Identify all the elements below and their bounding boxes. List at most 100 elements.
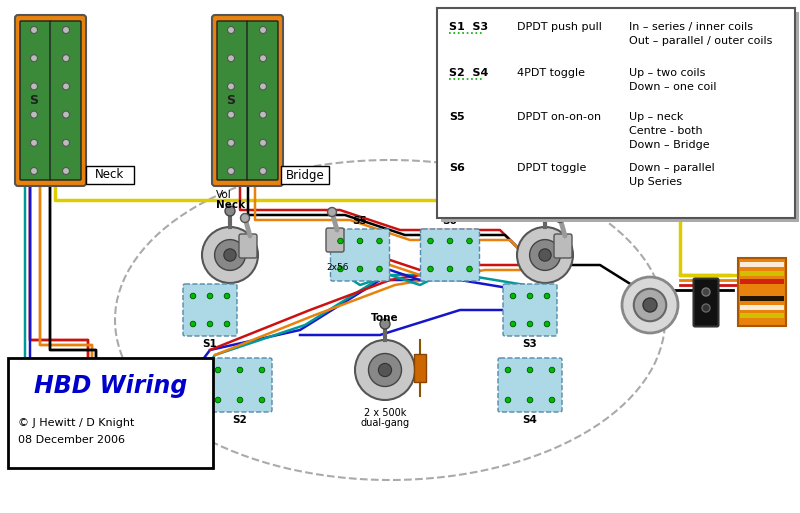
Circle shape (510, 293, 516, 299)
Bar (437, 8, 795, 218)
Circle shape (259, 168, 266, 174)
Text: S1  S3: S1 S3 (449, 22, 488, 32)
FancyBboxPatch shape (15, 15, 86, 186)
Text: S1: S1 (202, 339, 218, 349)
FancyBboxPatch shape (247, 21, 278, 180)
Bar (738, 258, 786, 326)
Text: S6: S6 (442, 216, 458, 226)
Circle shape (369, 353, 402, 386)
FancyBboxPatch shape (217, 21, 248, 180)
Circle shape (227, 111, 234, 118)
Text: DPDT push pull: DPDT push pull (517, 22, 602, 32)
Circle shape (224, 321, 230, 327)
Text: Neck: Neck (216, 200, 245, 210)
Text: S: S (30, 93, 38, 107)
FancyBboxPatch shape (183, 284, 237, 336)
FancyBboxPatch shape (498, 358, 562, 412)
Circle shape (527, 321, 533, 327)
Circle shape (355, 340, 415, 400)
Circle shape (544, 293, 550, 299)
Circle shape (30, 55, 38, 62)
Circle shape (357, 266, 363, 272)
Circle shape (227, 55, 234, 62)
Circle shape (227, 168, 234, 174)
FancyBboxPatch shape (503, 284, 557, 336)
Circle shape (30, 27, 38, 33)
Circle shape (527, 397, 533, 403)
Text: Bridge: Bridge (531, 200, 570, 210)
Circle shape (259, 55, 266, 62)
Circle shape (224, 293, 230, 299)
Bar (740, 305, 784, 309)
Text: Bridge: Bridge (286, 168, 324, 182)
Text: Up – two coils
Down – one coil: Up – two coils Down – one coil (629, 68, 717, 92)
Circle shape (634, 289, 666, 321)
Circle shape (30, 83, 38, 90)
Circle shape (510, 321, 516, 327)
Circle shape (530, 240, 561, 270)
Circle shape (30, 140, 38, 146)
Circle shape (702, 288, 710, 296)
FancyBboxPatch shape (554, 234, 572, 258)
Circle shape (190, 321, 196, 327)
Circle shape (62, 111, 70, 118)
Text: S5: S5 (449, 112, 465, 122)
Text: DPDT on-on-on: DPDT on-on-on (517, 112, 601, 122)
Circle shape (550, 397, 555, 403)
Circle shape (338, 266, 343, 272)
Circle shape (224, 249, 236, 261)
Circle shape (539, 249, 551, 261)
Text: © J Hewitt / D Knight: © J Hewitt / D Knight (18, 418, 134, 428)
Circle shape (207, 321, 213, 327)
Circle shape (506, 397, 511, 403)
Bar (740, 270, 784, 275)
Circle shape (215, 397, 221, 403)
Bar (281, 166, 329, 184)
Circle shape (428, 266, 434, 272)
Bar (86, 166, 134, 184)
Circle shape (506, 367, 511, 373)
Circle shape (378, 363, 392, 377)
Circle shape (540, 206, 550, 216)
Text: S2: S2 (233, 415, 247, 425)
Text: S4: S4 (522, 415, 538, 425)
Text: S3: S3 (522, 339, 538, 349)
Circle shape (62, 27, 70, 33)
Circle shape (377, 238, 382, 244)
Circle shape (550, 367, 555, 373)
Text: S2  S4: S2 S4 (449, 68, 488, 78)
Circle shape (241, 213, 250, 223)
Circle shape (259, 83, 266, 90)
Circle shape (237, 397, 243, 403)
Circle shape (225, 206, 235, 216)
Text: 2x56: 2x56 (326, 264, 350, 272)
Bar (740, 296, 784, 301)
FancyBboxPatch shape (421, 229, 479, 281)
Circle shape (62, 140, 70, 146)
Circle shape (227, 140, 234, 146)
Circle shape (643, 298, 657, 312)
FancyBboxPatch shape (239, 234, 257, 258)
Circle shape (62, 168, 70, 174)
Text: S5: S5 (353, 216, 367, 226)
Text: Up – neck
Centre - both
Down – Bridge: Up – neck Centre - both Down – Bridge (629, 112, 710, 150)
Bar (740, 313, 784, 318)
FancyBboxPatch shape (50, 21, 81, 180)
Bar (740, 262, 784, 267)
Circle shape (30, 111, 38, 118)
Circle shape (622, 277, 678, 333)
FancyBboxPatch shape (330, 229, 390, 281)
Circle shape (259, 140, 266, 146)
Circle shape (544, 321, 550, 327)
Circle shape (357, 238, 363, 244)
Text: dual-gang: dual-gang (361, 418, 410, 428)
Circle shape (702, 304, 710, 312)
Circle shape (380, 319, 390, 329)
Circle shape (237, 367, 243, 373)
Bar (740, 279, 784, 284)
Text: 08 December 2006: 08 December 2006 (18, 435, 125, 445)
FancyBboxPatch shape (212, 15, 283, 186)
Bar (8, 358, 213, 468)
Circle shape (466, 266, 472, 272)
Text: HBD Wiring: HBD Wiring (34, 374, 187, 398)
